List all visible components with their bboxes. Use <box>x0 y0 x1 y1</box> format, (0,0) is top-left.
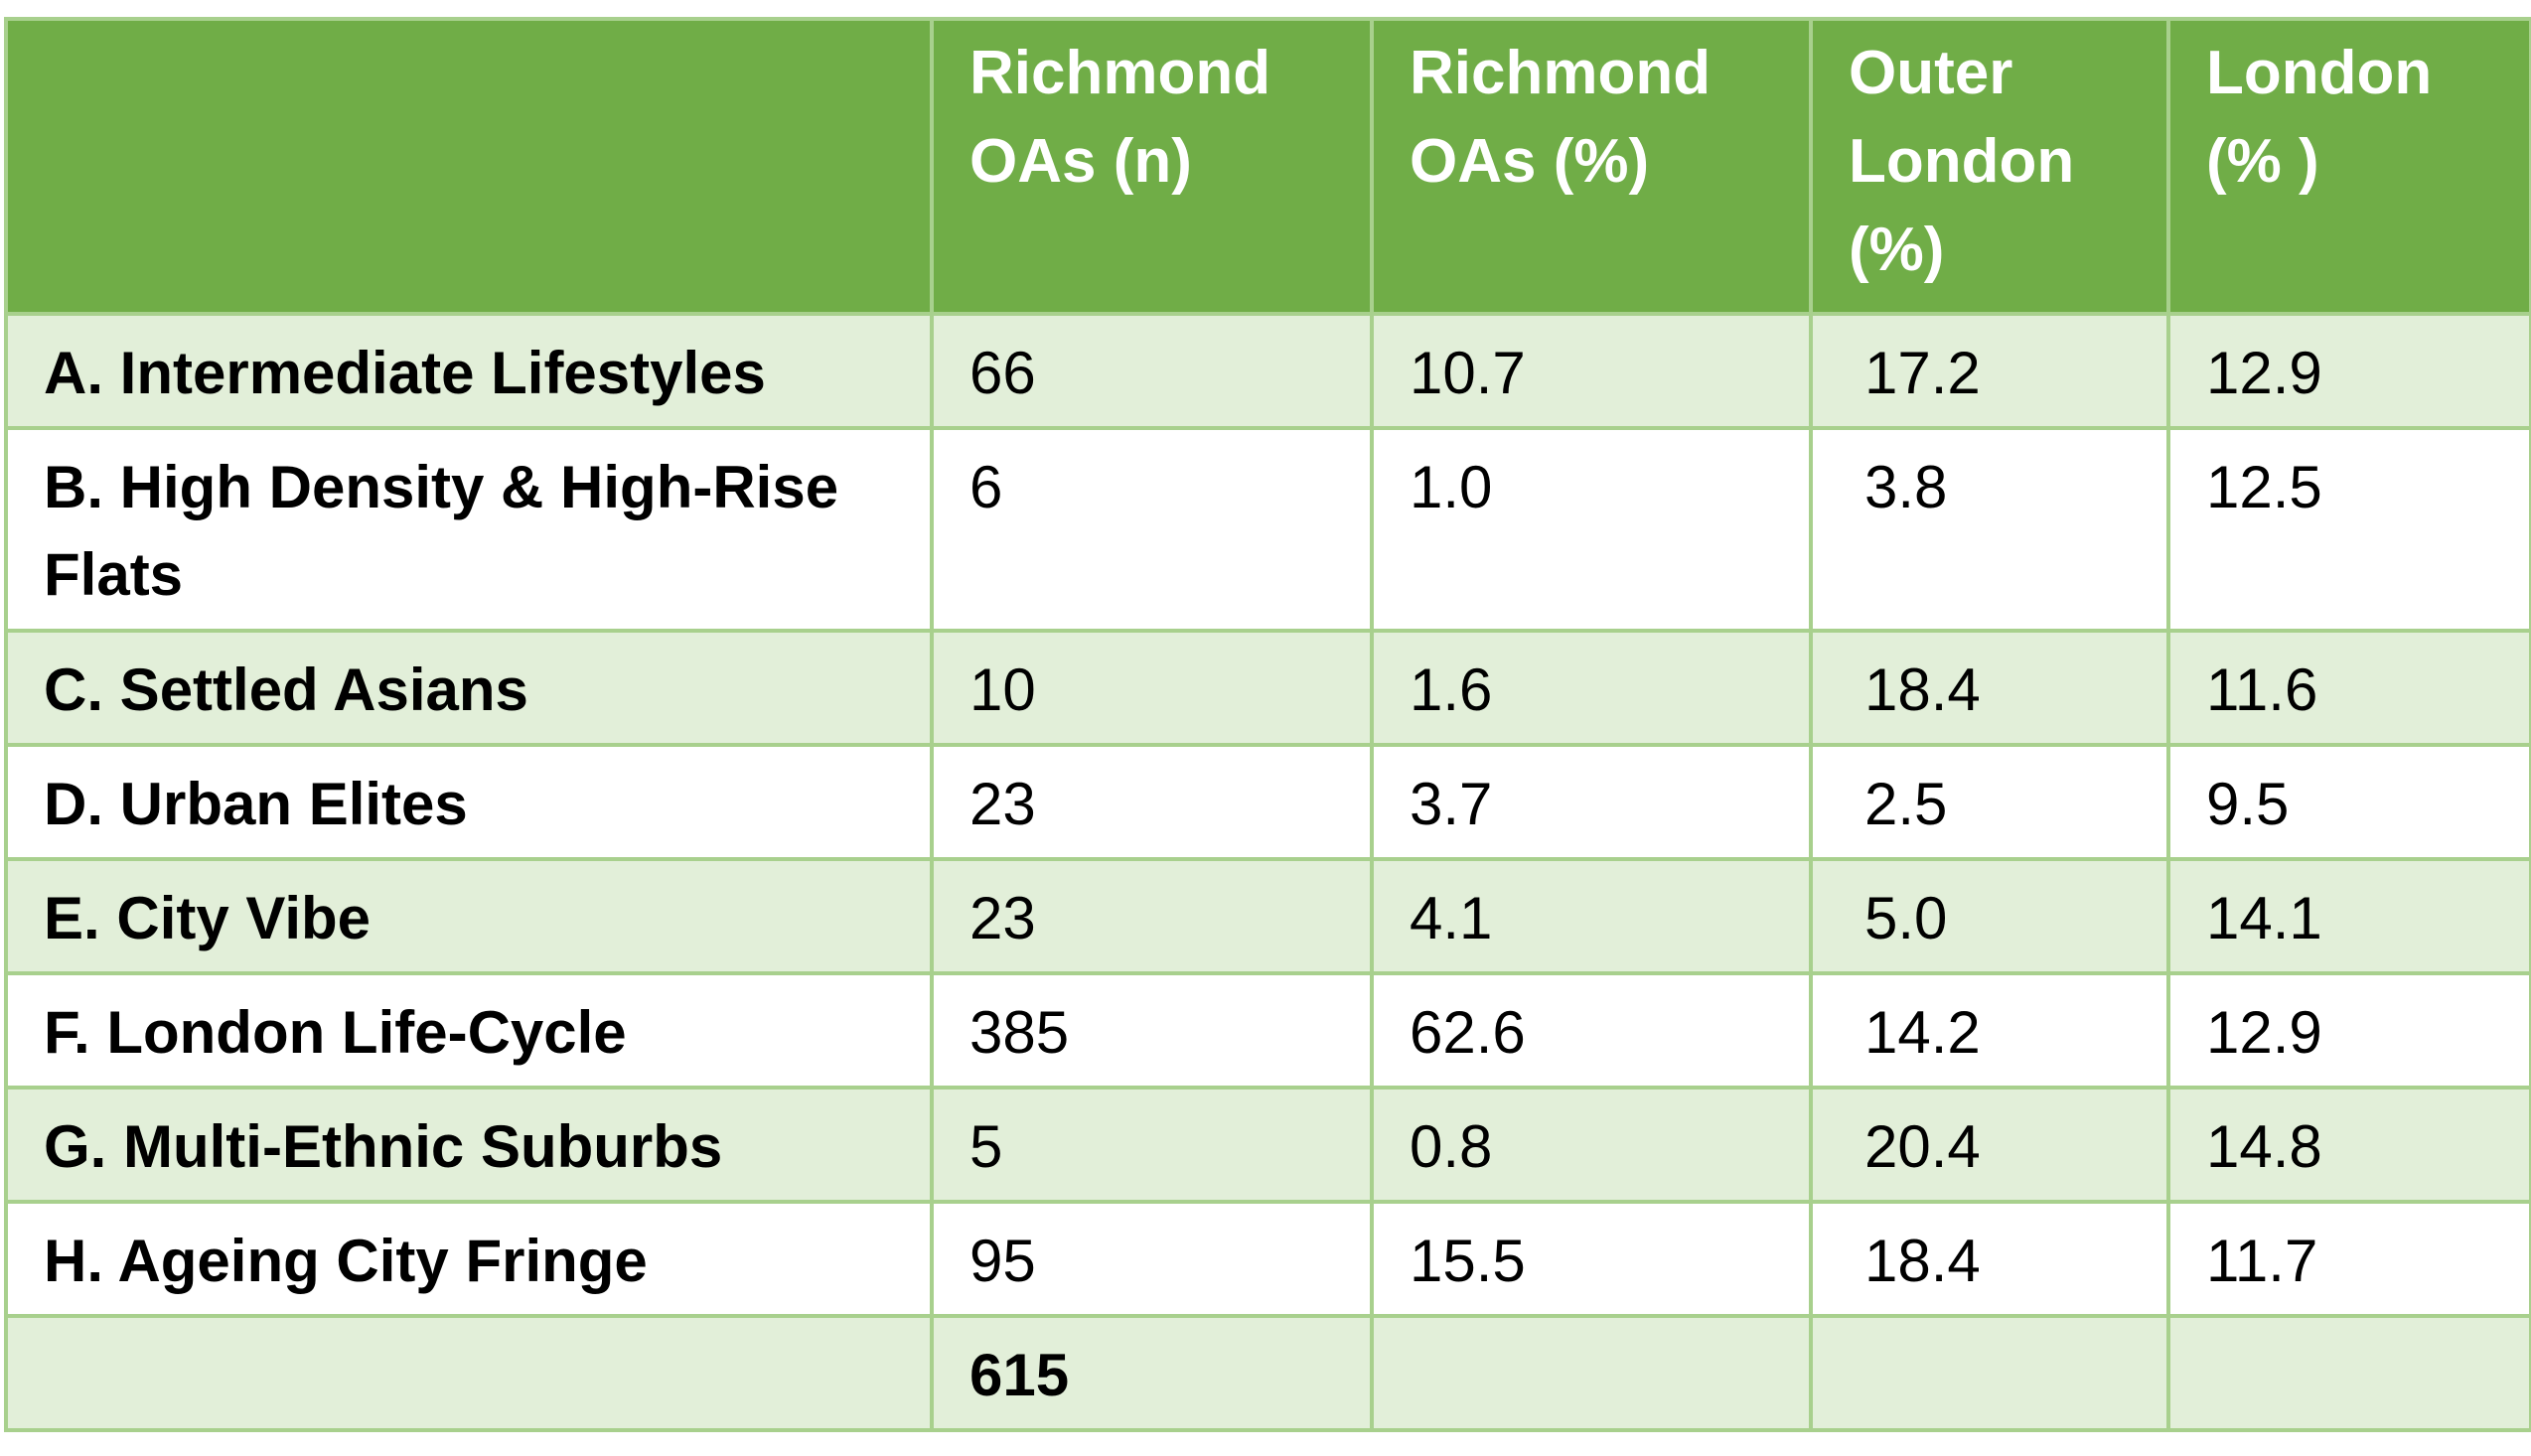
cell-london-pct: 9.5 <box>2166 743 2531 861</box>
header-richmond-oas-pct: Richmond OAs (%) <box>1370 17 1813 316</box>
total-london-pct <box>2166 1314 2531 1432</box>
cell-london-pct: 14.8 <box>2166 1086 2531 1204</box>
table-row: G. Multi-Ethnic Suburbs 5 0.8 20.4 14.8 <box>4 1086 2531 1204</box>
output-area-classification-table: Richmond OAs (n) Richmond OAs (%) Outer … <box>4 17 2531 1432</box>
cell-richmond-pct: 10.7 <box>1370 312 1813 430</box>
cell-richmond-n: 23 <box>930 743 1374 861</box>
table-row: E. City Vibe 23 4.1 5.0 14.1 <box>4 857 2531 975</box>
cell-outer-london-pct: 20.4 <box>1809 1086 2170 1204</box>
cell-outer-london-pct: 2.5 <box>1809 743 2170 861</box>
cell-richmond-pct: 1.0 <box>1370 426 1813 633</box>
cell-richmond-pct: 62.6 <box>1370 971 1813 1090</box>
cell-richmond-pct: 15.5 <box>1370 1200 1813 1318</box>
cell-london-pct: 12.9 <box>2166 971 2531 1090</box>
cell-outer-london-pct: 14.2 <box>1809 971 2170 1090</box>
cell-outer-london-pct: 18.4 <box>1809 1200 2170 1318</box>
row-label: D. Urban Elites <box>4 743 934 861</box>
cell-richmond-n: 10 <box>930 629 1374 747</box>
cell-london-pct: 14.1 <box>2166 857 2531 975</box>
row-label: G. Multi-Ethnic Suburbs <box>4 1086 934 1204</box>
header-outer-london-pct: Outer London (%) <box>1809 17 2170 316</box>
row-label: C. Settled Asians <box>4 629 934 747</box>
cell-outer-london-pct: 17.2 <box>1809 312 2170 430</box>
row-label: F. London Life-Cycle <box>4 971 934 1090</box>
header-richmond-oas-n: Richmond OAs (n) <box>930 17 1374 316</box>
table-row: B. High Density & High-Rise Flats 6 1.0 … <box>4 426 2531 633</box>
cell-richmond-n: 6 <box>930 426 1374 633</box>
cell-richmond-pct: 3.7 <box>1370 743 1813 861</box>
header-label-column <box>4 17 934 316</box>
row-label: E. City Vibe <box>4 857 934 975</box>
total-label <box>4 1314 934 1432</box>
table-row: C. Settled Asians 10 1.6 18.4 11.6 <box>4 629 2531 747</box>
row-label: H. Ageing City Fringe <box>4 1200 934 1318</box>
cell-richmond-pct: 0.8 <box>1370 1086 1813 1204</box>
cell-richmond-n: 23 <box>930 857 1374 975</box>
total-richmond-pct <box>1370 1314 1813 1432</box>
cell-london-pct: 12.5 <box>2166 426 2531 633</box>
total-richmond-n: 615 <box>930 1314 1374 1432</box>
table-row: D. Urban Elites 23 3.7 2.5 9.5 <box>4 743 2531 861</box>
cell-richmond-n: 66 <box>930 312 1374 430</box>
header-london-pct: London (% ) <box>2166 17 2531 316</box>
cell-richmond-pct: 1.6 <box>1370 629 1813 747</box>
table-header-row: Richmond OAs (n) Richmond OAs (%) Outer … <box>4 17 2531 316</box>
cell-london-pct: 12.9 <box>2166 312 2531 430</box>
cell-london-pct: 11.6 <box>2166 629 2531 747</box>
cell-london-pct: 11.7 <box>2166 1200 2531 1318</box>
cell-outer-london-pct: 3.8 <box>1809 426 2170 633</box>
table-row: F. London Life-Cycle 385 62.6 14.2 12.9 <box>4 971 2531 1090</box>
table-row: H. Ageing City Fringe 95 15.5 18.4 11.7 <box>4 1200 2531 1318</box>
cell-outer-london-pct: 5.0 <box>1809 857 2170 975</box>
row-label: A. Intermediate Lifestyles <box>4 312 934 430</box>
row-label: B. High Density & High-Rise Flats <box>4 426 934 633</box>
table-row: A. Intermediate Lifestyles 66 10.7 17.2 … <box>4 312 2531 430</box>
cell-richmond-pct: 4.1 <box>1370 857 1813 975</box>
total-outer-london-pct <box>1809 1314 2170 1432</box>
cell-outer-london-pct: 18.4 <box>1809 629 2170 747</box>
cell-richmond-n: 5 <box>930 1086 1374 1204</box>
cell-richmond-n: 385 <box>930 971 1374 1090</box>
table-total-row: 615 <box>4 1314 2531 1432</box>
cell-richmond-n: 95 <box>930 1200 1374 1318</box>
